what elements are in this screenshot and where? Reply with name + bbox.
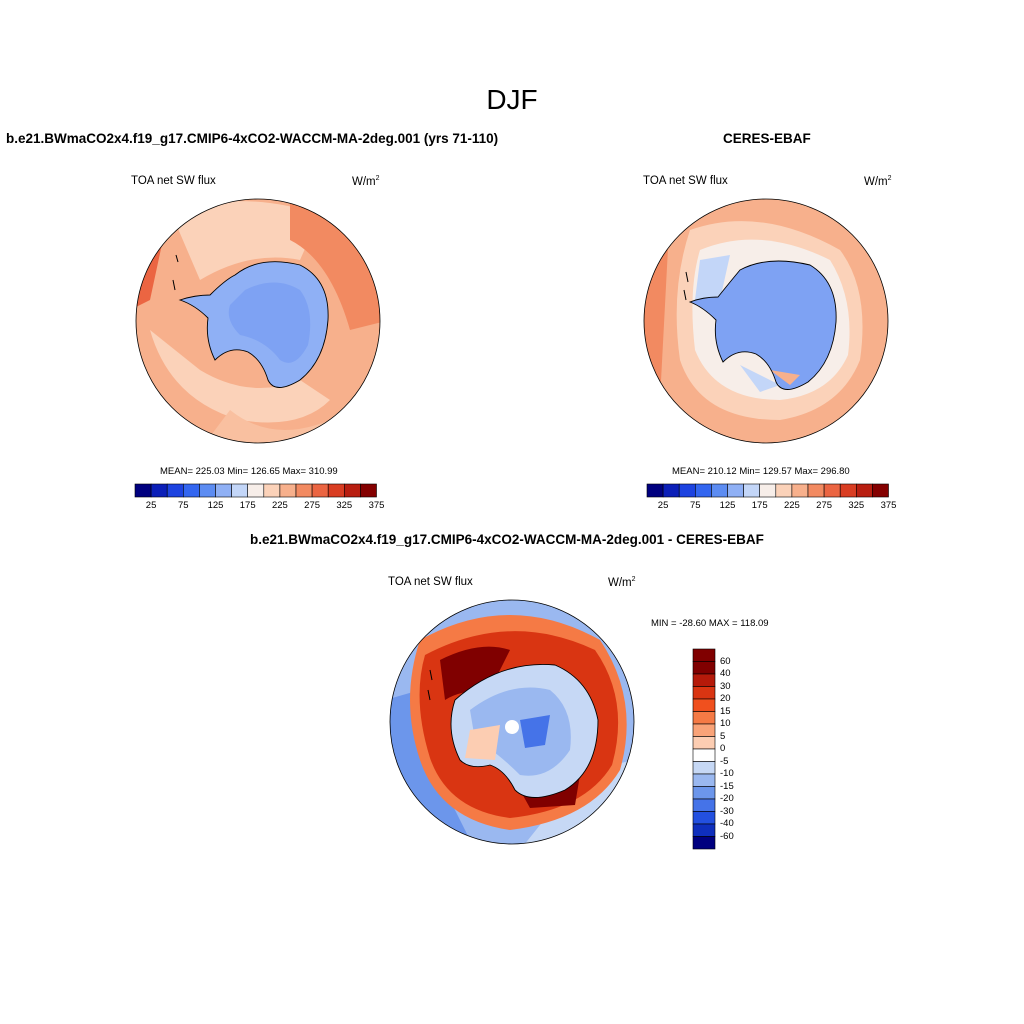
colorbar-tick-label: -5 [720,755,729,767]
colorbar-tick-label: 75 [178,500,189,511]
colorbar-box [692,836,716,850]
model-colorbar-boxes [134,483,377,498]
colorbar-box [872,483,889,498]
colorbar-tick-label: 175 [751,500,768,511]
colorbar-box [692,648,716,662]
colorbar-box [692,811,716,825]
colorbar-box [692,823,716,837]
colorbar-tick-label: -40 [720,818,734,829]
colorbar-tick-label: 25 [657,500,669,511]
obs-panel-title: CERES-EBAF [723,131,811,146]
colorbar-tick-label: -30 [720,805,734,817]
colorbar-tick-label: -60 [720,830,734,842]
colorbar-box [692,698,716,712]
model-stats: MEAN= 225.03 Min= 126.65 Max= 310.99 [160,466,338,477]
model-units-label: W/m2 [352,175,380,188]
diff-variable-label: TOA net SW flux [388,576,473,588]
colorbar-box [692,661,716,675]
colorbar-box [692,748,716,762]
colorbar-tick-label: -20 [720,793,734,804]
colorbar-tick-label: 25 [145,500,157,511]
colorbar-box [360,483,377,498]
obs-colorbar-boxes [646,483,889,498]
colorbar-tick-label: 40 [720,668,731,679]
colorbar-box [692,723,716,737]
colorbar-box [692,673,716,687]
obs-stats: MEAN= 210.12 Min= 129.57 Max= 296.80 [672,466,850,477]
obs-units-label: W/m2 [864,175,892,188]
colorbar-tick-label: 75 [690,500,701,511]
colorbar-box [692,786,716,800]
colorbar-tick-label: 375 [880,500,897,511]
model-panel-title: b.e21.BWmaCO2x4.f19_g17.CMIP6-4xCO2-WACC… [6,131,499,146]
colorbar-tick-label: 125 [207,500,224,511]
colorbar-tick-label: -10 [720,768,734,779]
colorbar-tick-label: 60 [720,655,731,667]
diff-colorbar-boxes [692,648,716,850]
colorbar-tick-label: 20 [720,693,731,704]
diff-units-label: W/m2 [608,576,636,589]
colorbar-box [692,798,716,812]
colorbar-tick-label: 275 [816,500,833,511]
figure-title: DJF [486,84,538,115]
colorbar-box [692,711,716,725]
colorbar-tick-label: -15 [720,780,734,792]
colorbar-tick-label: 10 [720,718,731,729]
diff-stats: MIN = -28.60 MAX = 118.09 [651,618,769,629]
colorbar-tick-label: 5 [720,730,726,742]
diff-panel-title: b.e21.BWmaCO2x4.f19_g17.CMIP6-4xCO2-WACC… [250,532,764,547]
colorbar-tick-label: 30 [720,680,731,692]
colorbar-tick-label: 225 [271,500,288,511]
colorbar-tick-label: 325 [336,500,353,511]
colorbar-box [692,761,716,775]
colorbar-tick-label: 175 [239,500,256,511]
colorbar-box [692,686,716,700]
colorbar-tick-label: 15 [720,705,731,717]
colorbar-tick-label: 125 [719,500,736,511]
colorbar-box [692,736,716,750]
colorbar-tick-label: 375 [368,500,385,511]
model-variable-label: TOA net SW flux [131,175,216,187]
colorbar-tick-label: 0 [720,743,726,754]
obs-variable-label: TOA net SW flux [643,175,728,187]
colorbar-tick-label: 275 [304,500,321,511]
colorbar-tick-label: 325 [848,500,865,511]
colorbar-tick-label: 225 [783,500,800,511]
obs-field [644,199,888,443]
colorbar-box [692,773,716,787]
